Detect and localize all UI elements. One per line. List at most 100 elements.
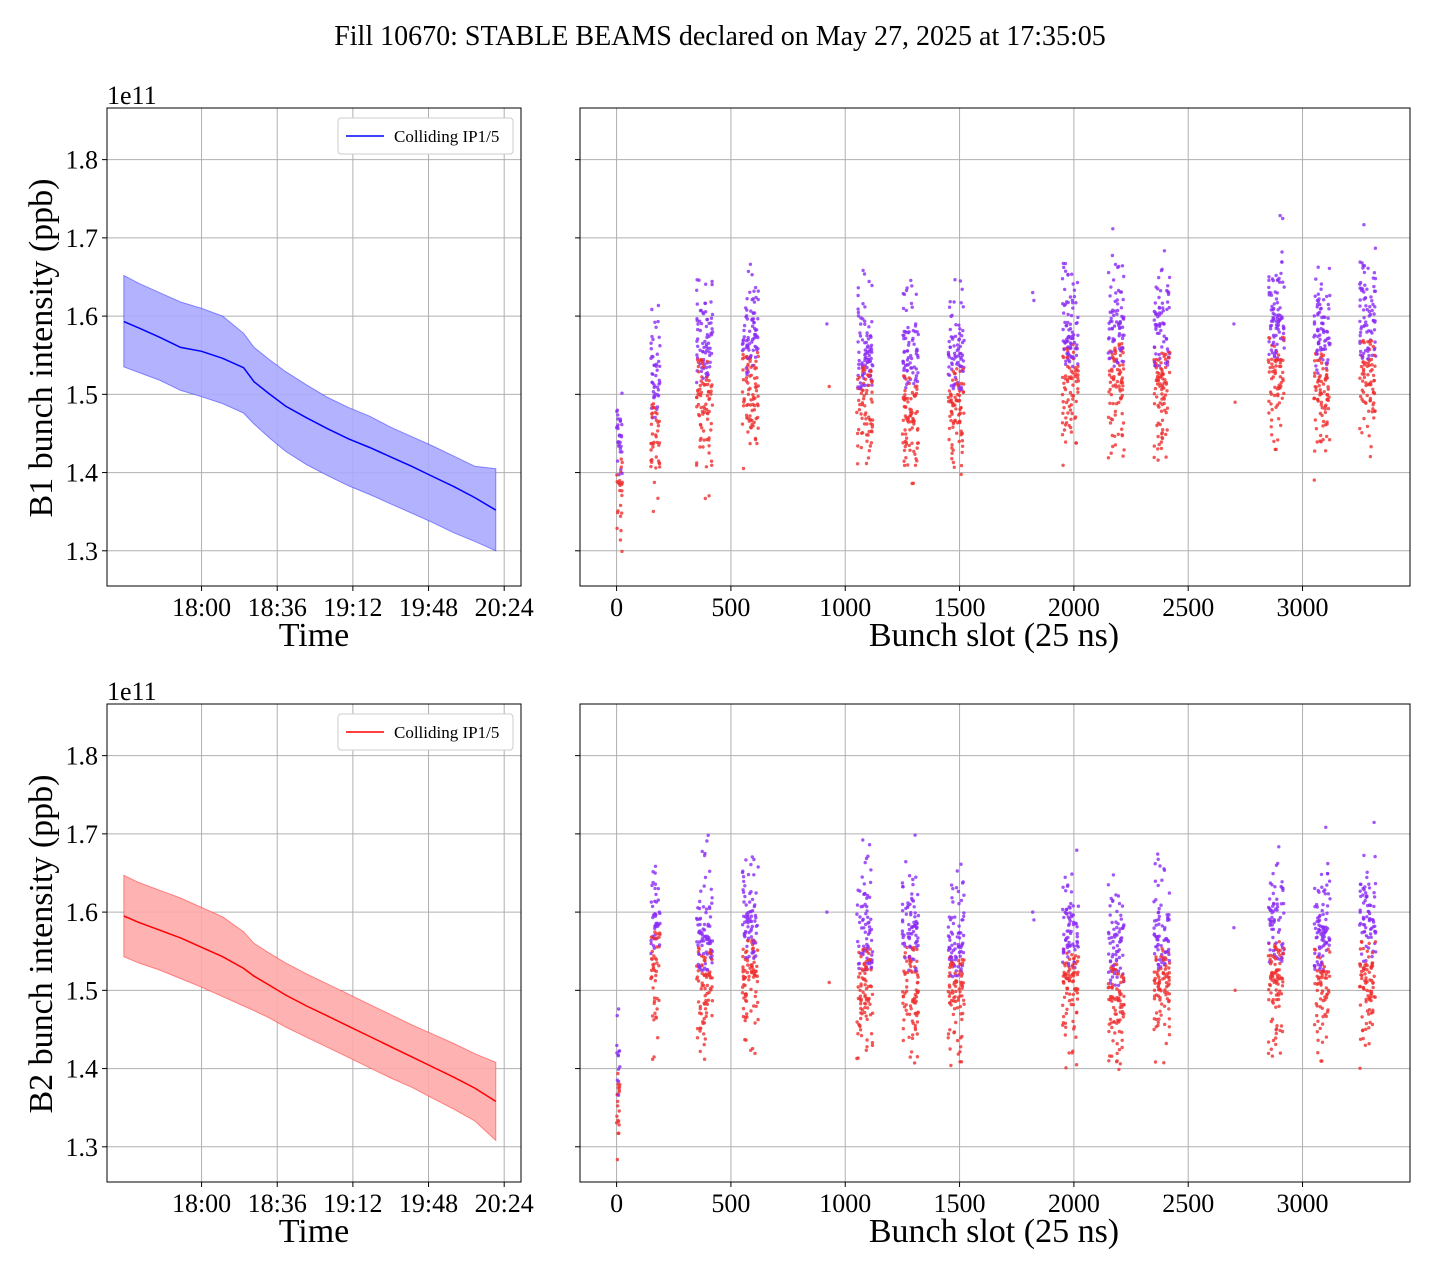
bunch-point bbox=[1110, 995, 1115, 999]
bunch-point bbox=[1370, 918, 1375, 922]
bunch-point bbox=[752, 1004, 756, 1008]
bunch-point bbox=[1318, 307, 1323, 311]
bunch-point bbox=[911, 946, 916, 950]
bunch-point bbox=[1270, 351, 1275, 355]
bunch-point bbox=[1315, 935, 1319, 939]
bunch-point bbox=[1320, 413, 1324, 418]
bunch-point bbox=[619, 457, 623, 461]
bunch-point bbox=[710, 279, 714, 284]
bunch-point bbox=[870, 418, 875, 422]
bunch-point bbox=[1115, 933, 1119, 937]
bunch-point bbox=[616, 413, 620, 417]
bunch-point bbox=[1271, 278, 1275, 283]
bunch-point bbox=[1373, 246, 1378, 250]
bunch-point bbox=[957, 338, 961, 342]
bunch-point bbox=[697, 917, 702, 921]
bunch-point bbox=[749, 927, 754, 931]
bunch-point bbox=[1111, 278, 1116, 282]
bunch-point bbox=[870, 430, 874, 434]
bunch-point bbox=[914, 941, 918, 945]
bunch-point bbox=[756, 394, 760, 398]
bunch-point bbox=[620, 391, 624, 395]
bunch-point bbox=[952, 357, 956, 361]
bunch-point bbox=[903, 393, 907, 397]
bunch-point bbox=[1366, 994, 1370, 998]
bunch-point bbox=[746, 872, 751, 877]
bunch-point bbox=[1322, 298, 1326, 302]
bunch-point bbox=[906, 356, 911, 360]
bunch-point bbox=[1162, 1004, 1167, 1008]
bunch-point bbox=[697, 952, 701, 956]
bunch-point bbox=[752, 336, 756, 340]
bunch-point bbox=[1062, 381, 1066, 385]
bunch-point bbox=[1324, 361, 1329, 365]
bunch-point bbox=[960, 439, 965, 443]
bunch-point bbox=[752, 326, 757, 331]
bunch-point bbox=[859, 997, 863, 1002]
bunch-point bbox=[1154, 1025, 1158, 1029]
bunch-point bbox=[1119, 913, 1123, 917]
bunch-point bbox=[755, 948, 760, 952]
bunch-point bbox=[619, 528, 623, 533]
legend-box bbox=[337, 713, 514, 751]
bunch-point bbox=[1272, 306, 1276, 311]
bunch-point bbox=[1315, 988, 1320, 993]
bunch-point bbox=[742, 976, 746, 981]
bunch-point bbox=[699, 308, 703, 313]
bunch-point bbox=[1110, 970, 1114, 974]
bunch-point bbox=[1368, 927, 1373, 931]
bunch-point bbox=[1072, 333, 1076, 337]
bunch-point bbox=[957, 950, 962, 955]
bunch-point bbox=[900, 432, 905, 436]
bunch-point bbox=[754, 295, 758, 300]
bunch-point bbox=[868, 444, 872, 448]
b1-y-axis-label: B1 bunch intensity (ppb) bbox=[23, 178, 60, 517]
bunch-point bbox=[1372, 904, 1376, 909]
bunch-point bbox=[650, 432, 655, 436]
b1-slot-x-tick-label: 1000 bbox=[819, 593, 871, 622]
bunch-point bbox=[702, 1002, 707, 1006]
bunch-point bbox=[616, 1118, 620, 1123]
bunch-point bbox=[864, 340, 868, 345]
bunch-point bbox=[695, 302, 699, 306]
bunch-point bbox=[1117, 326, 1122, 331]
bunch-point bbox=[864, 355, 868, 360]
bunch-point bbox=[1323, 407, 1327, 411]
bunch-point bbox=[1319, 433, 1323, 438]
bunch-point bbox=[742, 398, 746, 402]
bunch-point bbox=[1068, 322, 1073, 326]
bunch-point bbox=[616, 1067, 621, 1071]
bunch-point bbox=[1314, 1002, 1319, 1006]
bunch-point bbox=[1279, 271, 1283, 276]
bunch-point bbox=[653, 864, 658, 868]
bunch-point bbox=[614, 1121, 619, 1125]
bunch-point bbox=[1328, 950, 1332, 954]
bunch-point bbox=[1276, 313, 1281, 317]
bunch-point bbox=[901, 333, 905, 337]
bunch-point bbox=[1366, 266, 1370, 270]
bunch-point bbox=[710, 463, 714, 467]
bunch-point bbox=[649, 957, 654, 961]
bunch-point bbox=[1031, 910, 1035, 914]
bunch-point bbox=[909, 1007, 913, 1011]
b1-slot-x-tick-label: 2500 bbox=[1162, 593, 1214, 622]
bunch-point bbox=[741, 1006, 746, 1011]
bunch-point bbox=[1117, 347, 1122, 351]
bunch-point bbox=[749, 354, 753, 358]
bunch-point bbox=[1160, 924, 1165, 928]
bunch-point bbox=[948, 938, 952, 942]
bunch-point bbox=[1326, 1008, 1330, 1012]
bunch-point bbox=[1312, 922, 1317, 926]
bunch-point bbox=[1268, 923, 1272, 927]
bunch-point bbox=[1276, 930, 1281, 934]
bunch-point bbox=[618, 419, 623, 423]
bunch-point bbox=[1281, 378, 1285, 383]
bunch-point bbox=[1109, 316, 1113, 321]
bunch-point bbox=[959, 1036, 963, 1040]
bunch-point bbox=[1106, 270, 1111, 275]
bunch-point bbox=[1275, 1023, 1279, 1028]
bunch-point bbox=[700, 981, 704, 985]
bunch-point bbox=[1075, 848, 1079, 852]
bunch-point bbox=[1070, 298, 1075, 302]
bunch-point bbox=[745, 912, 749, 916]
